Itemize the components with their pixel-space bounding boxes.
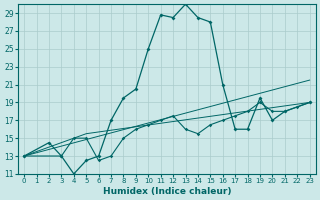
X-axis label: Humidex (Indice chaleur): Humidex (Indice chaleur) xyxy=(103,187,231,196)
